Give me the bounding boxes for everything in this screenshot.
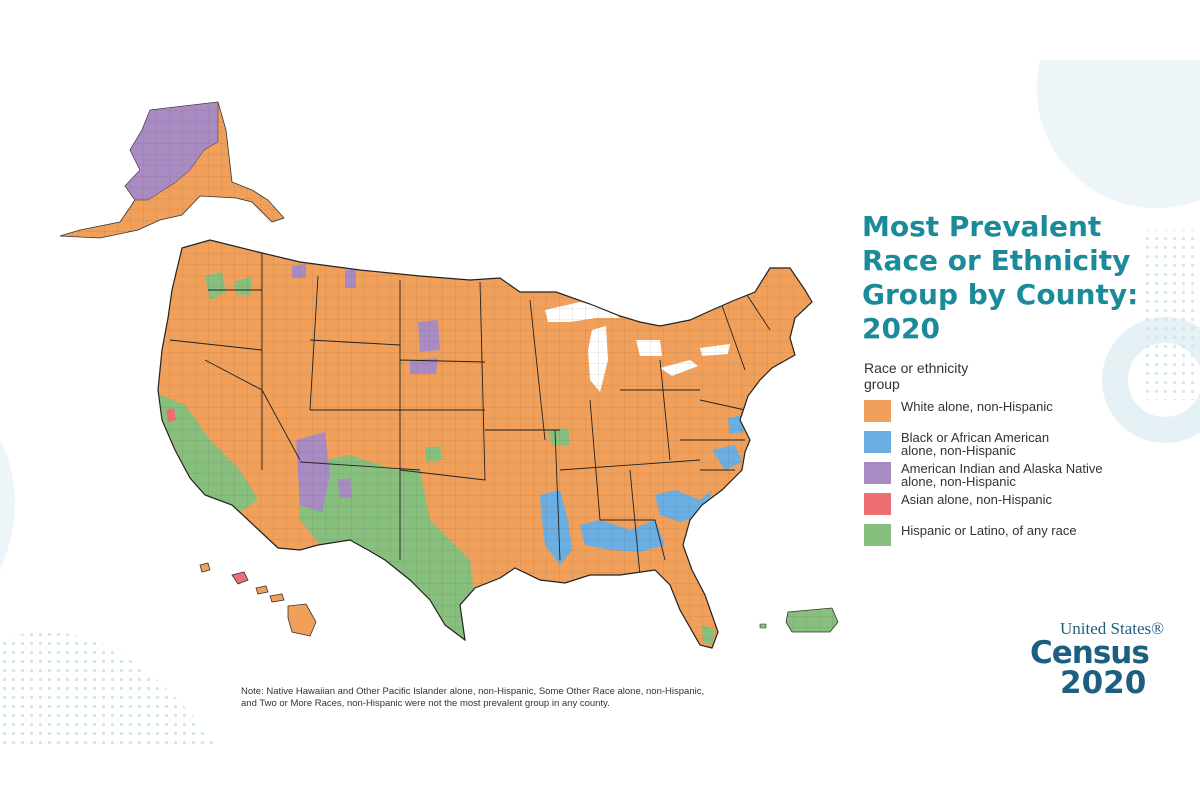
legend-label-american-indian: American Indian and Alaska Native alone,… <box>901 462 1103 488</box>
legend-title-line: Race or ethnicity <box>864 360 969 376</box>
legend-title-line: group <box>864 376 900 392</box>
footnote-line: Note: Native Hawaiian and Other Pacific … <box>241 686 705 697</box>
hawaii-map <box>199 562 317 637</box>
legend-swatch-asian <box>864 493 891 515</box>
title-line: Most Prevalent <box>862 210 1102 243</box>
footnote-line: and Two or More Races, non-Hispanic were… <box>241 698 610 709</box>
legend-item-black: Black or African American alone, non-His… <box>864 431 1164 462</box>
legend-swatch-black <box>864 431 891 453</box>
legend-label-line: Black or African American <box>901 430 1050 445</box>
legend-label-white: White alone, non-Hispanic <box>901 400 1053 413</box>
legend-label-asian: Asian alone, non-Hispanic <box>901 493 1052 506</box>
dots-decoration-left <box>0 631 220 750</box>
legend-item-asian: Asian alone, non-Hispanic <box>864 493 1164 524</box>
legend-label-line: alone, non-Hispanic <box>901 443 1016 458</box>
legend-item-white: White alone, non-Hispanic <box>864 400 1164 431</box>
legend: Race or ethnicity group White alone, non… <box>864 360 1164 555</box>
arc-decoration-left <box>0 440 15 570</box>
contiguous-us-map <box>157 239 813 649</box>
legend-item-hispanic: Hispanic or Latino, of any race <box>864 524 1164 555</box>
logo-census: Census <box>1030 635 1150 671</box>
alaska-map <box>59 101 285 239</box>
map-title: Most Prevalent Race or Ethnicity Group b… <box>862 210 1182 346</box>
legend-label-line: alone, non-Hispanic <box>901 474 1016 489</box>
logo-year: 2020 <box>1060 665 1147 701</box>
legend-label-line: Hispanic or Latino, of any race <box>901 523 1077 538</box>
legend-swatch-american-indian <box>864 462 891 484</box>
puerto-rico-map <box>759 607 839 633</box>
legend-label-line: Asian alone, non-Hispanic <box>901 492 1053 507</box>
footnote: Note: Native Hawaiian and Other Pacific … <box>241 686 801 710</box>
census-2020-logo: United States® Census 2020 <box>1030 619 1180 701</box>
title-line: Group by County: <box>862 278 1139 311</box>
legend-title: Race or ethnicity group <box>864 360 1164 392</box>
legend-label-hispanic: Hispanic or Latino, of any race <box>901 524 1077 537</box>
title-line: Race or Ethnicity <box>862 244 1131 277</box>
arc-decoration-right <box>1036 60 1200 209</box>
logo-united-states: United States® <box>1060 619 1165 638</box>
legend-swatch-hispanic <box>864 524 891 546</box>
legend-label-line: White alone, non-Hispanic <box>901 399 1053 414</box>
legend-label-black: Black or African American alone, non-His… <box>901 431 1049 457</box>
dots-decoration-right <box>1140 230 1200 400</box>
title-line: 2020 <box>862 312 940 345</box>
legend-item-american-indian: American Indian and Alaska Native alone,… <box>864 462 1164 493</box>
legend-label-line: American Indian and Alaska Native <box>901 461 1103 476</box>
legend-swatch-white <box>864 400 891 422</box>
